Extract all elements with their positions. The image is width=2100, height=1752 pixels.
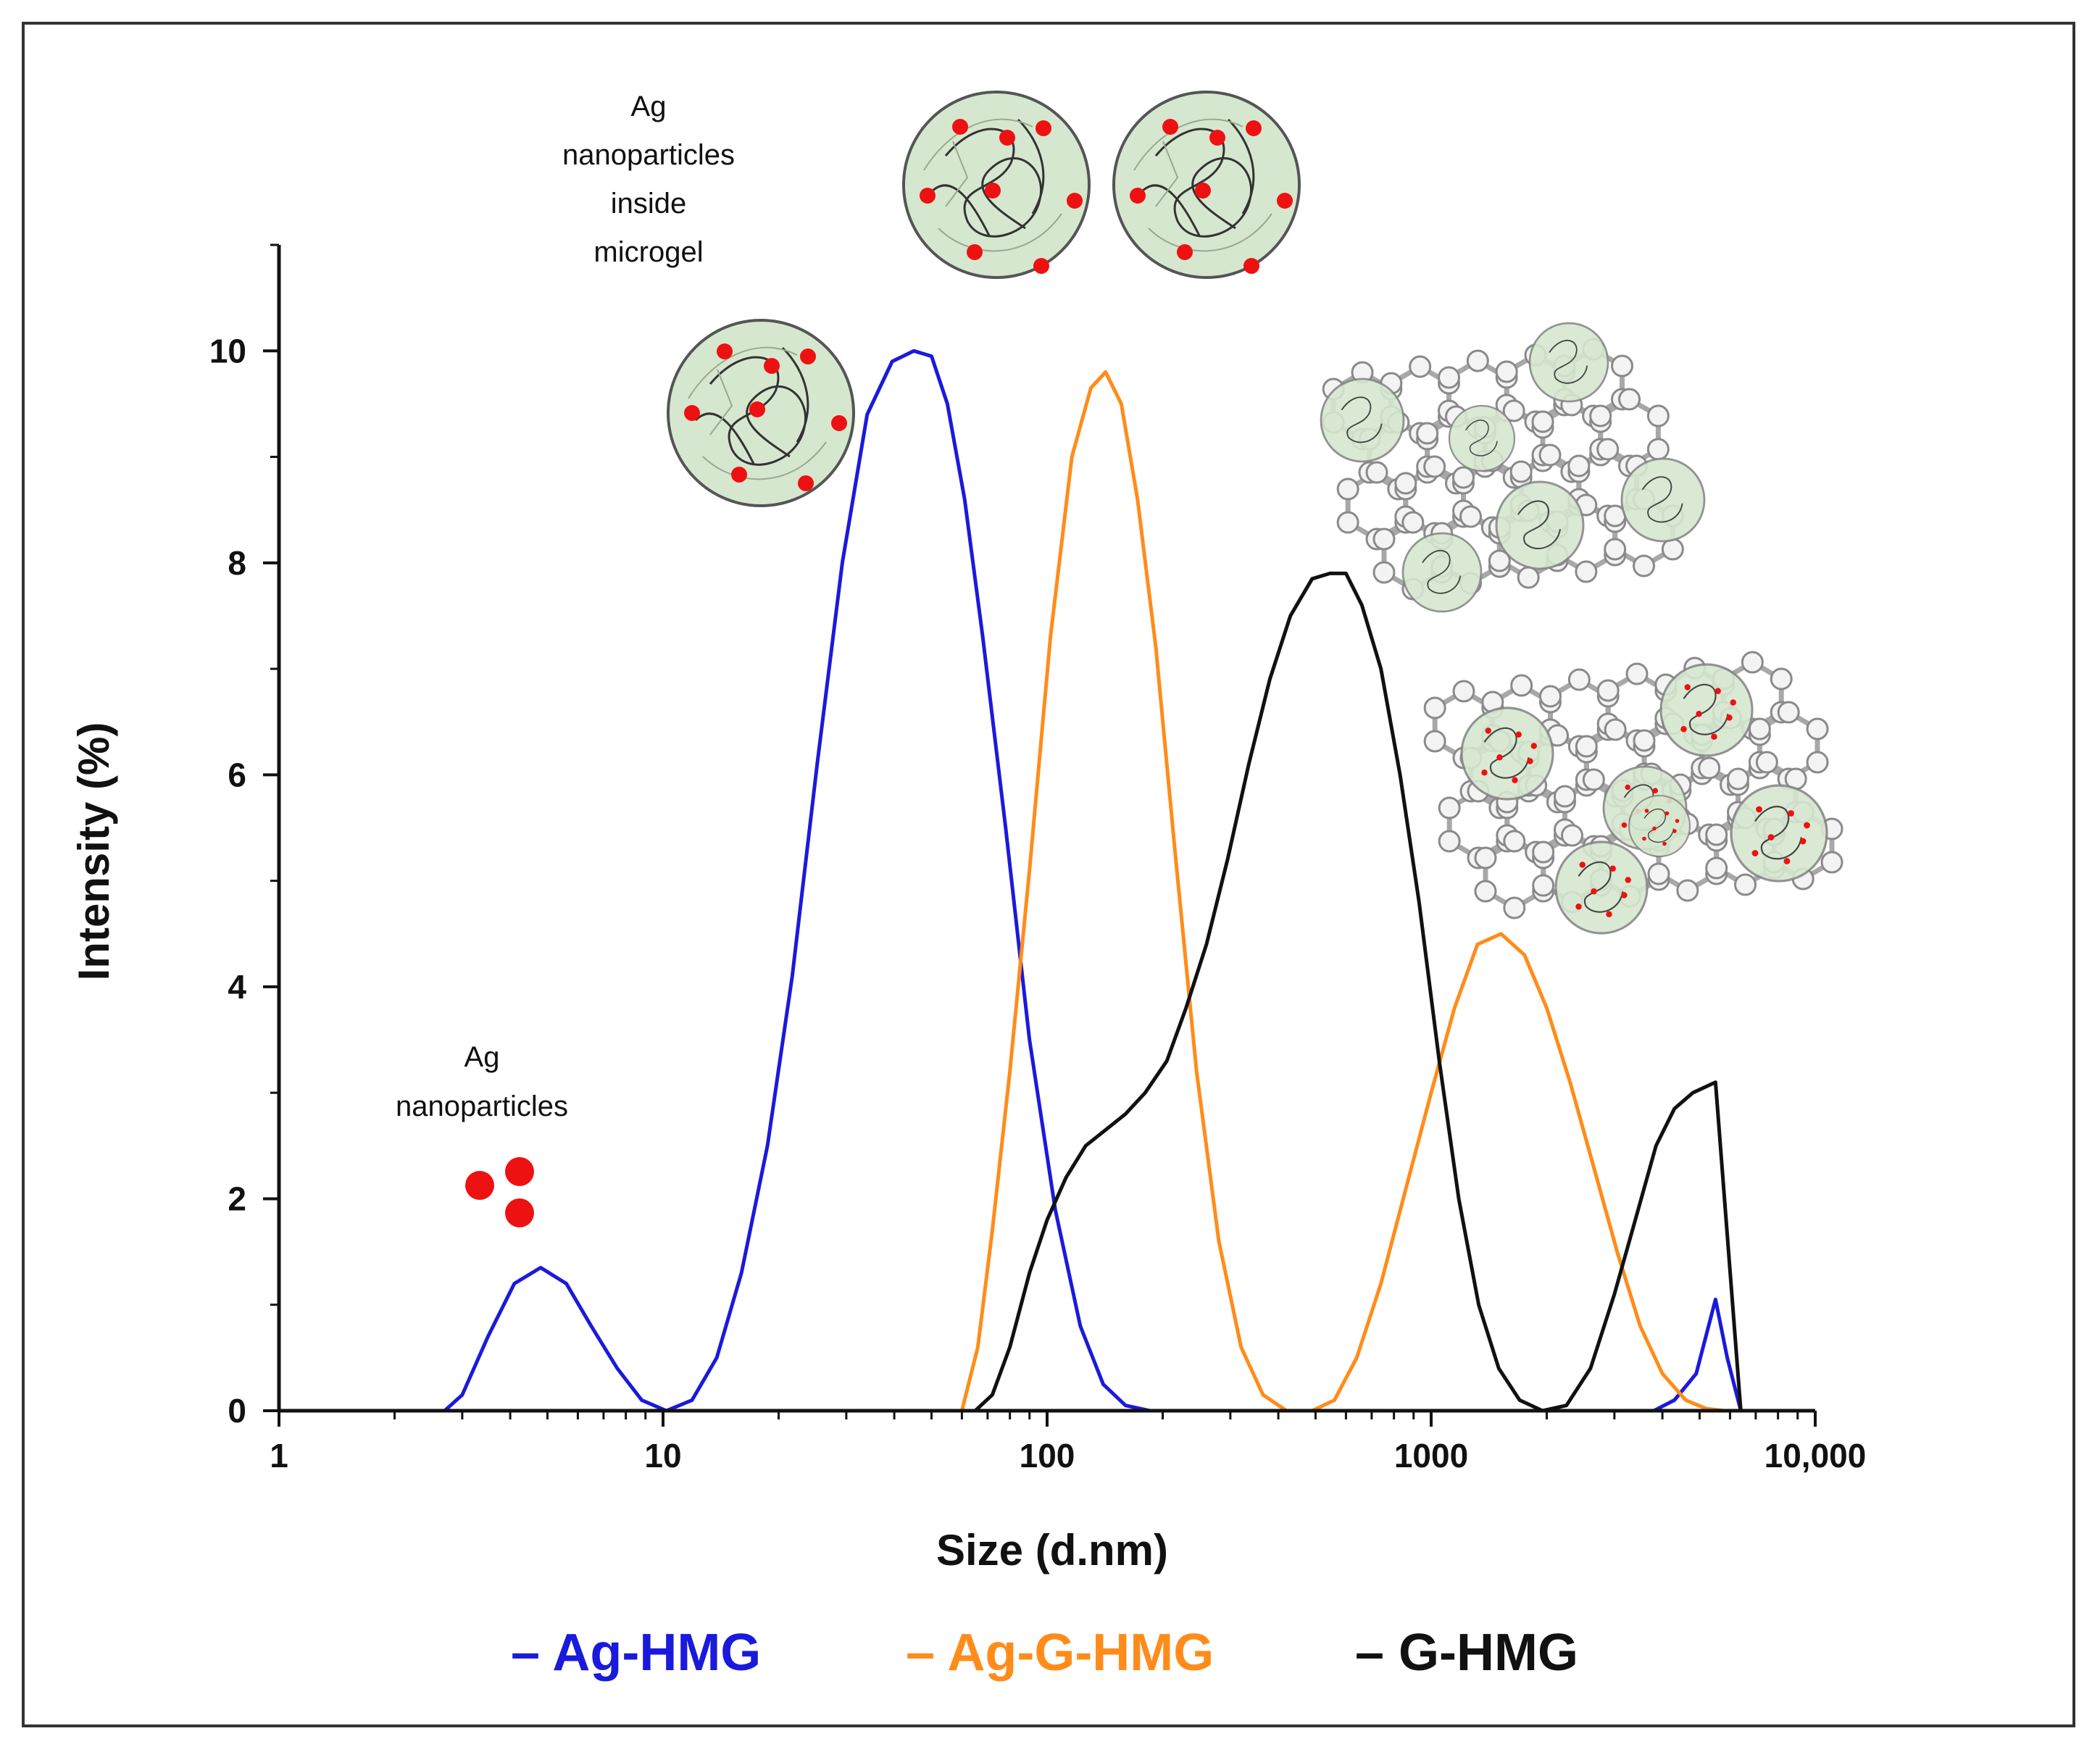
series-line-g-hmg	[974, 571, 1743, 1413]
x-tick-label: 100	[1020, 1437, 1075, 1474]
annotation-inside-microgel: Ag nanoparticles inside microgel	[562, 91, 735, 268]
y-tick-label: 6	[228, 756, 246, 793]
annotation-line: nanoparticles	[396, 1090, 568, 1122]
y-tick-label: 8	[228, 544, 246, 582]
annotation-line: Ag	[464, 1041, 500, 1073]
legend-ag-hmg: – Ag-HMG	[511, 1624, 761, 1682]
y-tick-label: 10	[209, 332, 246, 370]
x-tick-label: 10,000	[1764, 1437, 1867, 1474]
y-tick-label: 0	[228, 1392, 246, 1430]
ag-nanoparticle-icon	[505, 1157, 534, 1186]
y-tick-label: 4	[228, 968, 246, 1006]
ag-nanoparticle-icon	[465, 1171, 494, 1200]
microgel-with-ag-icon	[667, 319, 855, 507]
y-axis-title: Intensity (%)	[70, 722, 118, 981]
annotation-line: inside	[611, 188, 687, 220]
plot-area: 1 10 100 1000 10,000 0 2 4 6 8 10	[209, 243, 1867, 1474]
microgel-dimer-icon	[902, 91, 1301, 279]
ag-nanoparticle-icon	[505, 1198, 534, 1227]
x-tick-label: 1000	[1394, 1437, 1468, 1474]
annotation-line: Ag	[631, 91, 667, 122]
annotation-line: nanoparticles	[562, 139, 735, 171]
tick-labels: 1 10 100 1000 10,000 0 2 4 6 8 10	[209, 332, 1867, 1474]
y-tick-label: 2	[228, 1180, 246, 1217]
legend-g-hmg: – G-HMG	[1355, 1624, 1578, 1682]
legend-ag-g-hmg: – Ag-G-HMG	[906, 1624, 1214, 1682]
legend: – Ag-HMG – Ag-G-HMG – G-HMG	[511, 1624, 1578, 1682]
tick-marks	[263, 243, 1817, 1427]
annotation-free-nanoparticles: Ag nanoparticles	[396, 1041, 568, 1227]
annotation-line: microgel	[593, 236, 703, 268]
x-axis-title: Size (d.nm)	[936, 1526, 1168, 1574]
graphene-ag-microgel-icon	[1423, 651, 1843, 935]
x-tick-label: 10	[644, 1437, 681, 1474]
graphene-microgel-icon	[1320, 322, 1706, 613]
x-tick-label: 1	[270, 1437, 288, 1474]
figure-frame	[22, 22, 2075, 1727]
